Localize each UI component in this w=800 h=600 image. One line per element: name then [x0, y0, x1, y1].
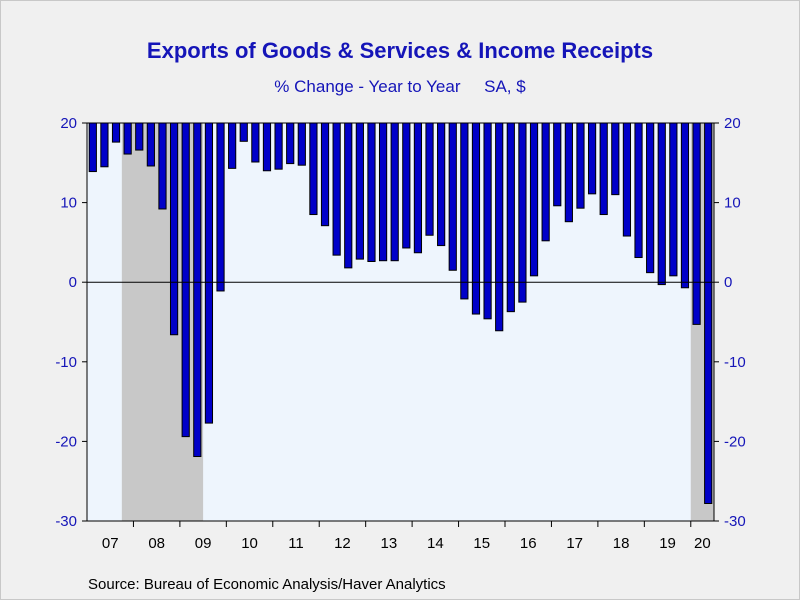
- bar-48: [646, 122, 655, 274]
- bar-28: [413, 122, 423, 254]
- bar-10: [204, 122, 214, 424]
- xtick-label: 17: [566, 535, 583, 552]
- bar-22: [344, 122, 353, 269]
- bar-14: [251, 122, 260, 163]
- bar-2: [111, 122, 121, 143]
- bar-46: [622, 122, 632, 237]
- bar-24: [367, 122, 376, 262]
- bar-8: [181, 122, 190, 438]
- bar-36: [506, 122, 515, 313]
- xtick-label: 13: [381, 535, 398, 552]
- bar-33: [471, 122, 481, 315]
- ytick-left-label: 20: [60, 115, 77, 132]
- ytick-right-label: -30: [724, 513, 746, 530]
- bar-23: [355, 122, 364, 260]
- bar-25: [378, 122, 388, 262]
- chart-title: Exports of Goods & Services & Income Rec…: [146, 38, 654, 63]
- ytick-left-label: -10: [55, 354, 77, 371]
- bar-42: [576, 122, 585, 209]
- bar-4: [135, 122, 144, 151]
- bar-0: [88, 122, 97, 173]
- ytick-left-label: -30: [55, 513, 77, 530]
- xtick-label: 12: [334, 535, 351, 552]
- bar-15: [262, 122, 272, 172]
- xtick-label: 15: [473, 535, 490, 552]
- chart-subtitle: % Change - Year to Year SA, $: [274, 77, 526, 96]
- xtick-label: 19: [659, 535, 676, 552]
- bar-12: [228, 122, 237, 169]
- xtick-label: 16: [520, 535, 537, 552]
- bar-34: [483, 122, 492, 320]
- bar-27: [402, 122, 411, 249]
- ytick-right-label: -20: [724, 433, 746, 450]
- ytick-right-label: 10: [724, 195, 741, 212]
- bar-11: [216, 122, 225, 292]
- bar-30: [437, 122, 446, 247]
- bar-53: [704, 122, 713, 504]
- bar-18: [297, 122, 306, 166]
- bar-41: [564, 122, 573, 223]
- ytick-left-label: -20: [55, 433, 77, 450]
- bar-6: [158, 122, 167, 210]
- xtick-label: 10: [241, 535, 258, 552]
- xtick-label: 18: [613, 535, 630, 552]
- bar-1: [100, 122, 109, 168]
- ytick-right-label: -10: [724, 354, 746, 371]
- bar-21: [332, 122, 341, 256]
- bar-35: [495, 122, 504, 332]
- bar-32: [460, 122, 469, 300]
- bar-13: [239, 122, 248, 142]
- xtick-label: 07: [102, 535, 119, 552]
- ytick-right-label: 0: [724, 274, 732, 291]
- xtick-label: 09: [195, 535, 212, 552]
- bar-43: [587, 122, 597, 195]
- bar-9: [193, 122, 202, 458]
- bar-7: [169, 122, 179, 336]
- bar-26: [390, 122, 399, 262]
- ytick-left-label: 10: [60, 195, 77, 212]
- source-note: Source: Bureau of Economic Analysis/Have…: [88, 576, 446, 593]
- ytick-right-label: 20: [724, 115, 741, 132]
- xtick-label: 14: [427, 535, 444, 552]
- bar-52: [692, 122, 701, 325]
- bar-39: [541, 122, 550, 242]
- bar-45: [611, 122, 620, 196]
- bar-5: [146, 122, 155, 167]
- bar-44: [599, 122, 608, 216]
- bar-16: [274, 122, 283, 170]
- bar-50: [669, 122, 678, 277]
- bar-38: [529, 122, 539, 277]
- bar-40: [553, 122, 562, 207]
- bar-17: [286, 122, 295, 165]
- bar-31: [448, 122, 457, 271]
- bar-29: [425, 122, 434, 236]
- bar-49: [657, 122, 666, 286]
- bar-20: [320, 122, 330, 227]
- bar-3: [123, 122, 132, 155]
- xtick-label: 20: [694, 535, 711, 552]
- bar-51: [680, 122, 690, 289]
- ytick-left-label: 0: [69, 274, 77, 291]
- plot-border: [86, 122, 715, 522]
- bar-19: [309, 122, 318, 216]
- bar-47: [634, 122, 643, 259]
- xtick-label: 11: [288, 535, 304, 552]
- bar-37: [518, 122, 527, 303]
- xtick-label: 08: [148, 535, 165, 552]
